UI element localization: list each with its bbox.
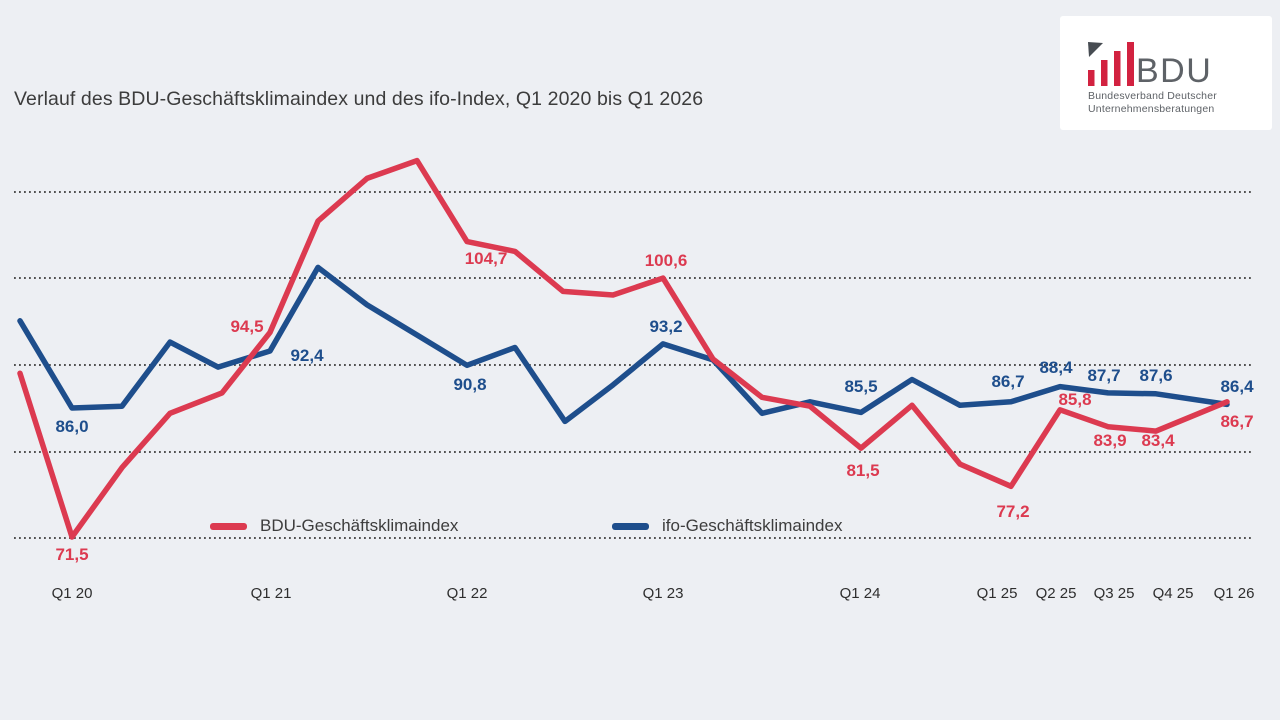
x-axis-tick-label: Q1 26 <box>1213 585 1255 602</box>
data-point-label: 94,5 <box>230 317 264 336</box>
data-point-label: 81,5 <box>846 461 880 480</box>
data-point-label: 100,6 <box>644 251 688 270</box>
data-point-label: 92,4 <box>290 346 324 365</box>
bdu-logo-subtitle: Bundesverband Deutscher Unternehmensbera… <box>1088 90 1217 116</box>
legend-label-bdu: BDU-Geschäftsklimaindex <box>260 516 459 535</box>
x-axis-tick-label: Q2 25 <box>1035 585 1077 602</box>
data-point-label: 86,0 <box>55 417 89 436</box>
x-axis-tick-label: Q1 22 <box>446 585 488 602</box>
data-point-label: 77,2 <box>996 502 1030 521</box>
data-point-label: 86,7 <box>991 372 1025 391</box>
legend-item-ifo: ifo-Geschäftsklimaindex <box>612 516 842 536</box>
data-point-label: 85,5 <box>844 377 878 396</box>
data-point-label: 85,8 <box>1058 390 1092 409</box>
data-point-label: 86,4 <box>1220 377 1254 396</box>
x-axis-tick-label: Q1 21 <box>250 585 292 602</box>
data-point-label: 83,9 <box>1093 431 1127 450</box>
bdu-logo-bars-icon <box>1088 42 1134 86</box>
data-point-label: 83,4 <box>1141 431 1175 450</box>
bdu-logo-acronym: BDU <box>1136 52 1213 90</box>
data-point-label: 87,7 <box>1087 366 1121 385</box>
ifo-line-swatch-icon <box>612 522 649 530</box>
x-axis-tick-label: Q1 24 <box>839 585 881 602</box>
x-axis-tick-label: Q4 25 <box>1152 585 1194 602</box>
data-point-label: 93,2 <box>649 317 683 336</box>
series-line-ifo <box>17 264 1230 425</box>
x-axis-tick-label: Q3 25 <box>1093 585 1135 602</box>
data-point-label: 104,7 <box>464 249 508 268</box>
chart-title: Verlauf des BDU-Geschäftsklimaindex und … <box>14 88 704 110</box>
series-line-bdu <box>17 157 1230 540</box>
bdu-line-swatch-icon <box>210 522 247 530</box>
legend-label-ifo: ifo-Geschäftsklimaindex <box>662 516 843 535</box>
data-point-label: 86,7 <box>1220 412 1254 431</box>
bdu-logo-subtitle-line1: Bundesverband Deutscher <box>1088 90 1217 102</box>
data-point-label: 88,4 <box>1039 358 1073 377</box>
data-point-label: 90,8 <box>453 375 487 394</box>
data-point-label: 87,6 <box>1139 366 1173 385</box>
legend-item-bdu: BDU-Geschäftsklimaindex <box>210 516 458 536</box>
x-axis-tick-label: Q1 23 <box>642 585 684 602</box>
bdu-logo-subtitle-line2: Unternehmensberatungen <box>1088 103 1215 115</box>
bdu-logo: BDU Bundesverband Deutscher Unternehmens… <box>1060 16 1272 130</box>
x-axis-tick-label: Q1 20 <box>51 585 93 602</box>
x-axis-tick-label: Q1 25 <box>976 585 1018 602</box>
data-point-label: 71,5 <box>55 545 89 564</box>
